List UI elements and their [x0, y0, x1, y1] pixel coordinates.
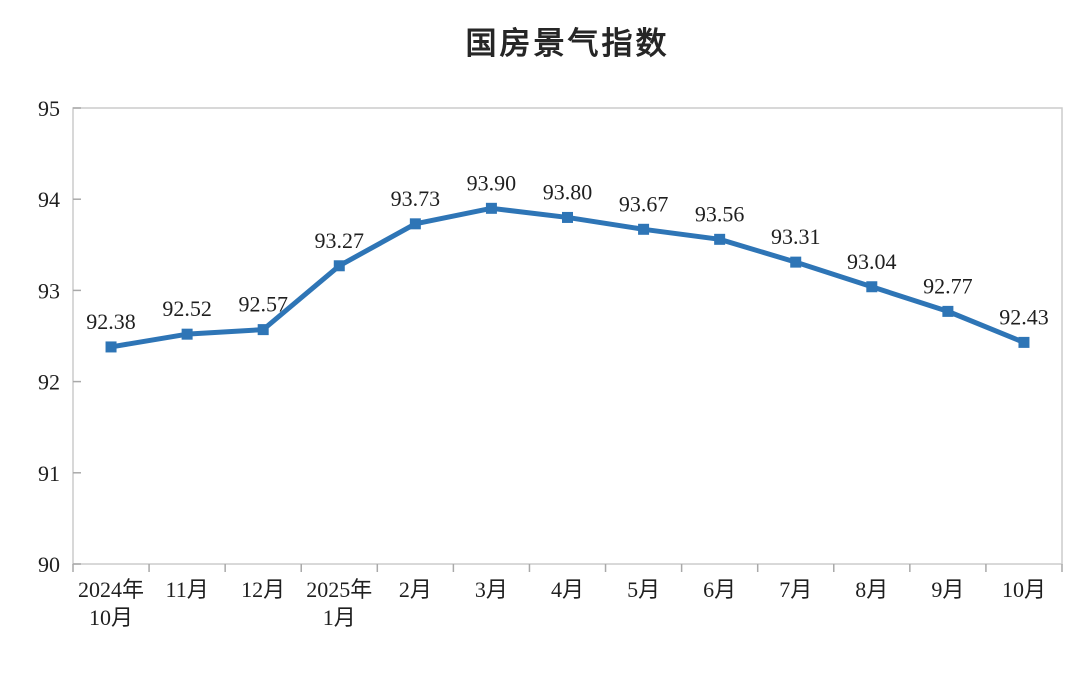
data-point-label: 93.04 [847, 249, 897, 274]
data-point-marker [333, 260, 345, 272]
x-axis-label: 2025年 [306, 577, 372, 602]
data-point-marker [790, 256, 802, 268]
x-axis-label: 1月 [323, 605, 356, 630]
data-point-marker [409, 218, 421, 230]
data-point-label: 93.67 [619, 191, 669, 216]
x-axis-label: 2月 [399, 577, 432, 602]
data-point-label: 93.80 [543, 179, 593, 204]
y-axis-tick-label: 92 [38, 370, 60, 395]
chart-title: 国房景气指数 [465, 26, 670, 61]
x-axis-label: 12月 [241, 577, 285, 602]
data-point-label: 92.57 [238, 292, 288, 317]
y-axis-tick-label: 94 [38, 187, 60, 212]
x-axis-label: 11月 [166, 577, 209, 602]
x-axis-label: 3月 [475, 577, 508, 602]
x-axis-label: 10月 [1002, 577, 1046, 602]
x-axis-label: 5月 [627, 577, 660, 602]
data-point-label: 92.77 [923, 273, 973, 298]
data-point-label: 92.52 [162, 296, 212, 321]
plot-area-border [72, 107, 1063, 565]
data-point-marker [181, 328, 193, 340]
data-point-marker [105, 341, 117, 353]
data-point-marker [866, 281, 878, 293]
x-axis-label: 9月 [931, 577, 964, 602]
y-axis-tick-label: 90 [38, 552, 60, 577]
data-point-marker [485, 202, 497, 214]
data-point-marker [562, 211, 573, 223]
y-axis-tick-label: 95 [38, 96, 60, 121]
data-point-label: 93.73 [391, 186, 441, 211]
data-point-label: 93.56 [695, 201, 745, 226]
x-axis-label: 8月 [855, 577, 888, 602]
x-axis-label: 4月 [551, 577, 584, 602]
series-line [108, 205, 1027, 350]
data-point-marker [714, 233, 726, 245]
data-point-label: 93.27 [315, 228, 365, 253]
data-point-label: 92.38 [86, 309, 136, 334]
data-point-marker [257, 324, 269, 336]
data-point-label: 92.43 [999, 304, 1049, 329]
data-point-marker [942, 305, 954, 317]
data-point-marker [1018, 336, 1030, 348]
data-point-marker [638, 223, 650, 235]
x-axis-label: 7月 [779, 577, 812, 602]
data-point-label: 93.31 [771, 224, 821, 249]
data-point-label: 93.90 [467, 170, 517, 195]
y-axis-tick-label: 93 [38, 278, 60, 303]
x-axis-label: 6月 [703, 577, 736, 602]
y-axis-tick-label: 91 [38, 461, 60, 486]
x-axis-label: 10月 [89, 605, 133, 630]
x-axis-label: 2024年 [78, 577, 144, 602]
